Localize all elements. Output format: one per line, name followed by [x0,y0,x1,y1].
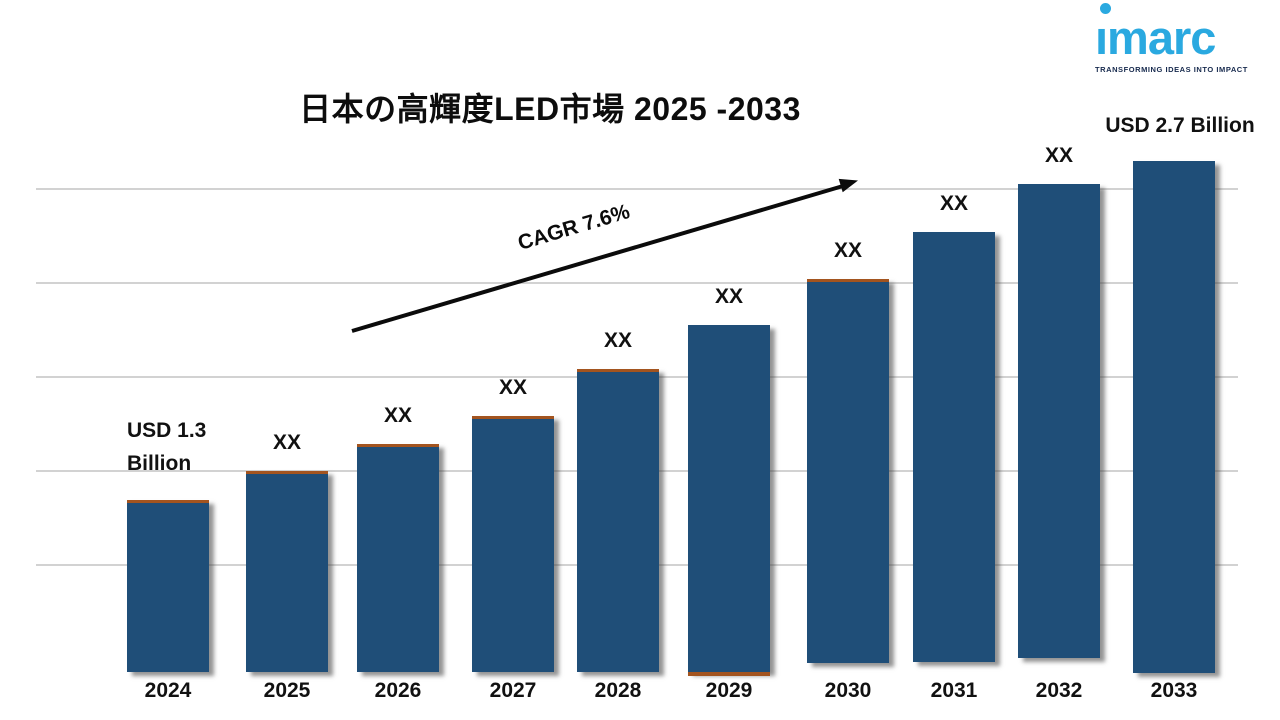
first-bar-value-line1: USD 1.3 [127,419,207,442]
bar-2032 [1018,184,1100,658]
bar-2024 [127,500,209,672]
logo-brand-text: ımarc [1095,11,1216,64]
bar-2031 [913,232,995,662]
logo-tagline: TRANSFORMING IDEAS INTO IMPACT [1095,65,1248,74]
x-axis-label: 2024 [144,679,192,702]
x-axis-label: 2033 [1150,679,1198,702]
bar-value-label: XX [714,285,743,308]
bar-top-accent [807,279,889,282]
bar-2026 [357,444,439,672]
bar-top-accent [472,416,554,419]
bar-top-accent [246,471,328,474]
bar-2028 [577,369,659,672]
arrow-head-icon [838,178,858,193]
bar-top-accent [577,369,659,372]
bar-2025 [246,471,328,672]
x-axis-label: 2026 [374,679,422,702]
bar-value-label: XX [939,192,968,215]
first-bar-value-label: USD 1.3 Billion [127,414,257,480]
bar-top-accent [127,500,209,503]
bar-value-label: XX [833,239,862,262]
x-axis-label: 2029 [705,679,753,702]
bar-2033 [1133,161,1215,673]
x-axis-label: 2031 [930,679,978,702]
bar-value-label: XX [498,376,527,399]
last-bar-value-label: USD 2.7 Billion [1105,114,1255,137]
x-axis-label: 2028 [594,679,642,702]
x-axis-label: 2027 [489,679,537,702]
first-bar-value-line2: Billion [127,452,192,475]
imarc-logo: ımarc TRANSFORMING IDEAS INTO IMPACT [1095,2,1270,74]
logo-dot-icon [1100,3,1111,14]
bar-value-label: XX [272,431,301,454]
x-axis-label: 2030 [824,679,872,702]
bar-bottom-accent [688,672,770,676]
bar-value-label: XX [383,404,412,427]
x-axis-label: 2032 [1035,679,1083,702]
bar-2027 [472,416,554,672]
x-axis-label: 2025 [263,679,311,702]
bar-2029 [688,325,770,676]
bar-value-label: XX [1044,144,1073,167]
bar-2030 [807,279,889,663]
chart-title: 日本の高輝度LED市場 2025 -2033 [299,91,801,127]
bar-top-accent [357,444,439,447]
bar-value-label: XX [603,329,632,352]
cagr-label: CAGR 7.6% [515,200,633,255]
